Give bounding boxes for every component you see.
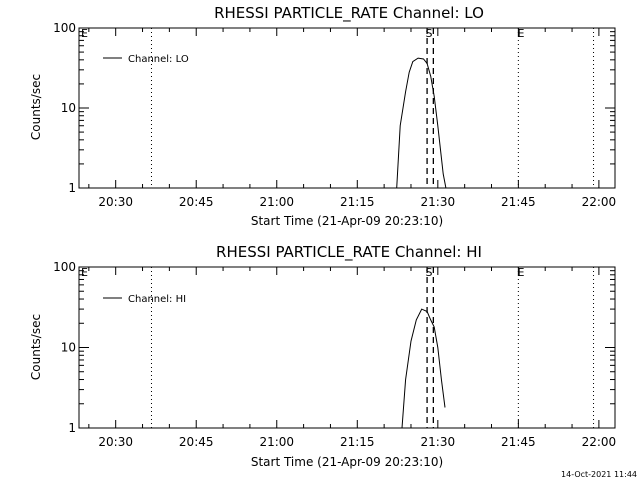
chart-title: RHESSI PARTICLE_RATE Channel: HI bbox=[216, 243, 482, 262]
y-tick-label: 100 bbox=[53, 21, 76, 35]
y-tick-label: 1 bbox=[68, 421, 76, 435]
x-axis-label: Start Time (21-Apr-09 20:23:10) bbox=[251, 455, 443, 469]
marker-label-s: S bbox=[426, 27, 433, 40]
y-axis-label: Counts/sec bbox=[29, 314, 43, 380]
legend-label: Channel: LO bbox=[128, 54, 189, 65]
x-tick-label: 20:45 bbox=[179, 195, 214, 209]
x-tick-label: 21:45 bbox=[501, 195, 536, 209]
marker-label-e: E bbox=[518, 27, 525, 40]
y-tick-label: 100 bbox=[53, 260, 76, 274]
x-tick-label: 21:30 bbox=[421, 195, 456, 209]
x-tick-label: 22:00 bbox=[582, 195, 617, 209]
lo-channel-panel: RHESSI PARTICLE_RATE Channel: LO Counts/… bbox=[29, 4, 616, 228]
hi-channel-panel: RHESSI PARTICLE_RATE Channel: HI Counts/… bbox=[29, 243, 616, 469]
x-tick-label: 21:15 bbox=[340, 435, 375, 449]
x-tick-label: 21:00 bbox=[259, 435, 294, 449]
marker-label-e: E bbox=[518, 266, 525, 279]
series-line-channel-hi bbox=[401, 308, 446, 429]
plot-frame bbox=[78, 266, 616, 429]
x-tick-label: 21:15 bbox=[340, 195, 375, 209]
y-tick-label: 10 bbox=[61, 341, 76, 355]
x-tick-label: 20:30 bbox=[98, 195, 133, 209]
series-line-channel-lo bbox=[396, 57, 447, 189]
x-tick-label: 21:00 bbox=[259, 195, 294, 209]
plot-frame bbox=[78, 27, 616, 189]
x-tick-label: 20:45 bbox=[179, 435, 214, 449]
y-tick-label: 10 bbox=[61, 101, 76, 115]
x-tick-label: 22:00 bbox=[582, 435, 617, 449]
marker-label-s: S bbox=[426, 266, 433, 279]
y-tick-label: 1 bbox=[68, 181, 76, 195]
timestamp: 14-Oct-2021 11:44 bbox=[561, 470, 637, 479]
corner-marker-label: E bbox=[81, 266, 88, 279]
legend-label: Channel: HI bbox=[128, 294, 186, 305]
y-axis-label: Counts/sec bbox=[29, 74, 43, 140]
chart-title: RHESSI PARTICLE_RATE Channel: LO bbox=[214, 4, 484, 23]
x-tick-label: 21:30 bbox=[421, 435, 456, 449]
corner-marker-label: E bbox=[81, 27, 88, 40]
x-tick-label: 21:45 bbox=[501, 435, 536, 449]
x-axis-label: Start Time (21-Apr-09 20:23:10) bbox=[251, 214, 443, 228]
x-tick-label: 20:30 bbox=[98, 435, 133, 449]
